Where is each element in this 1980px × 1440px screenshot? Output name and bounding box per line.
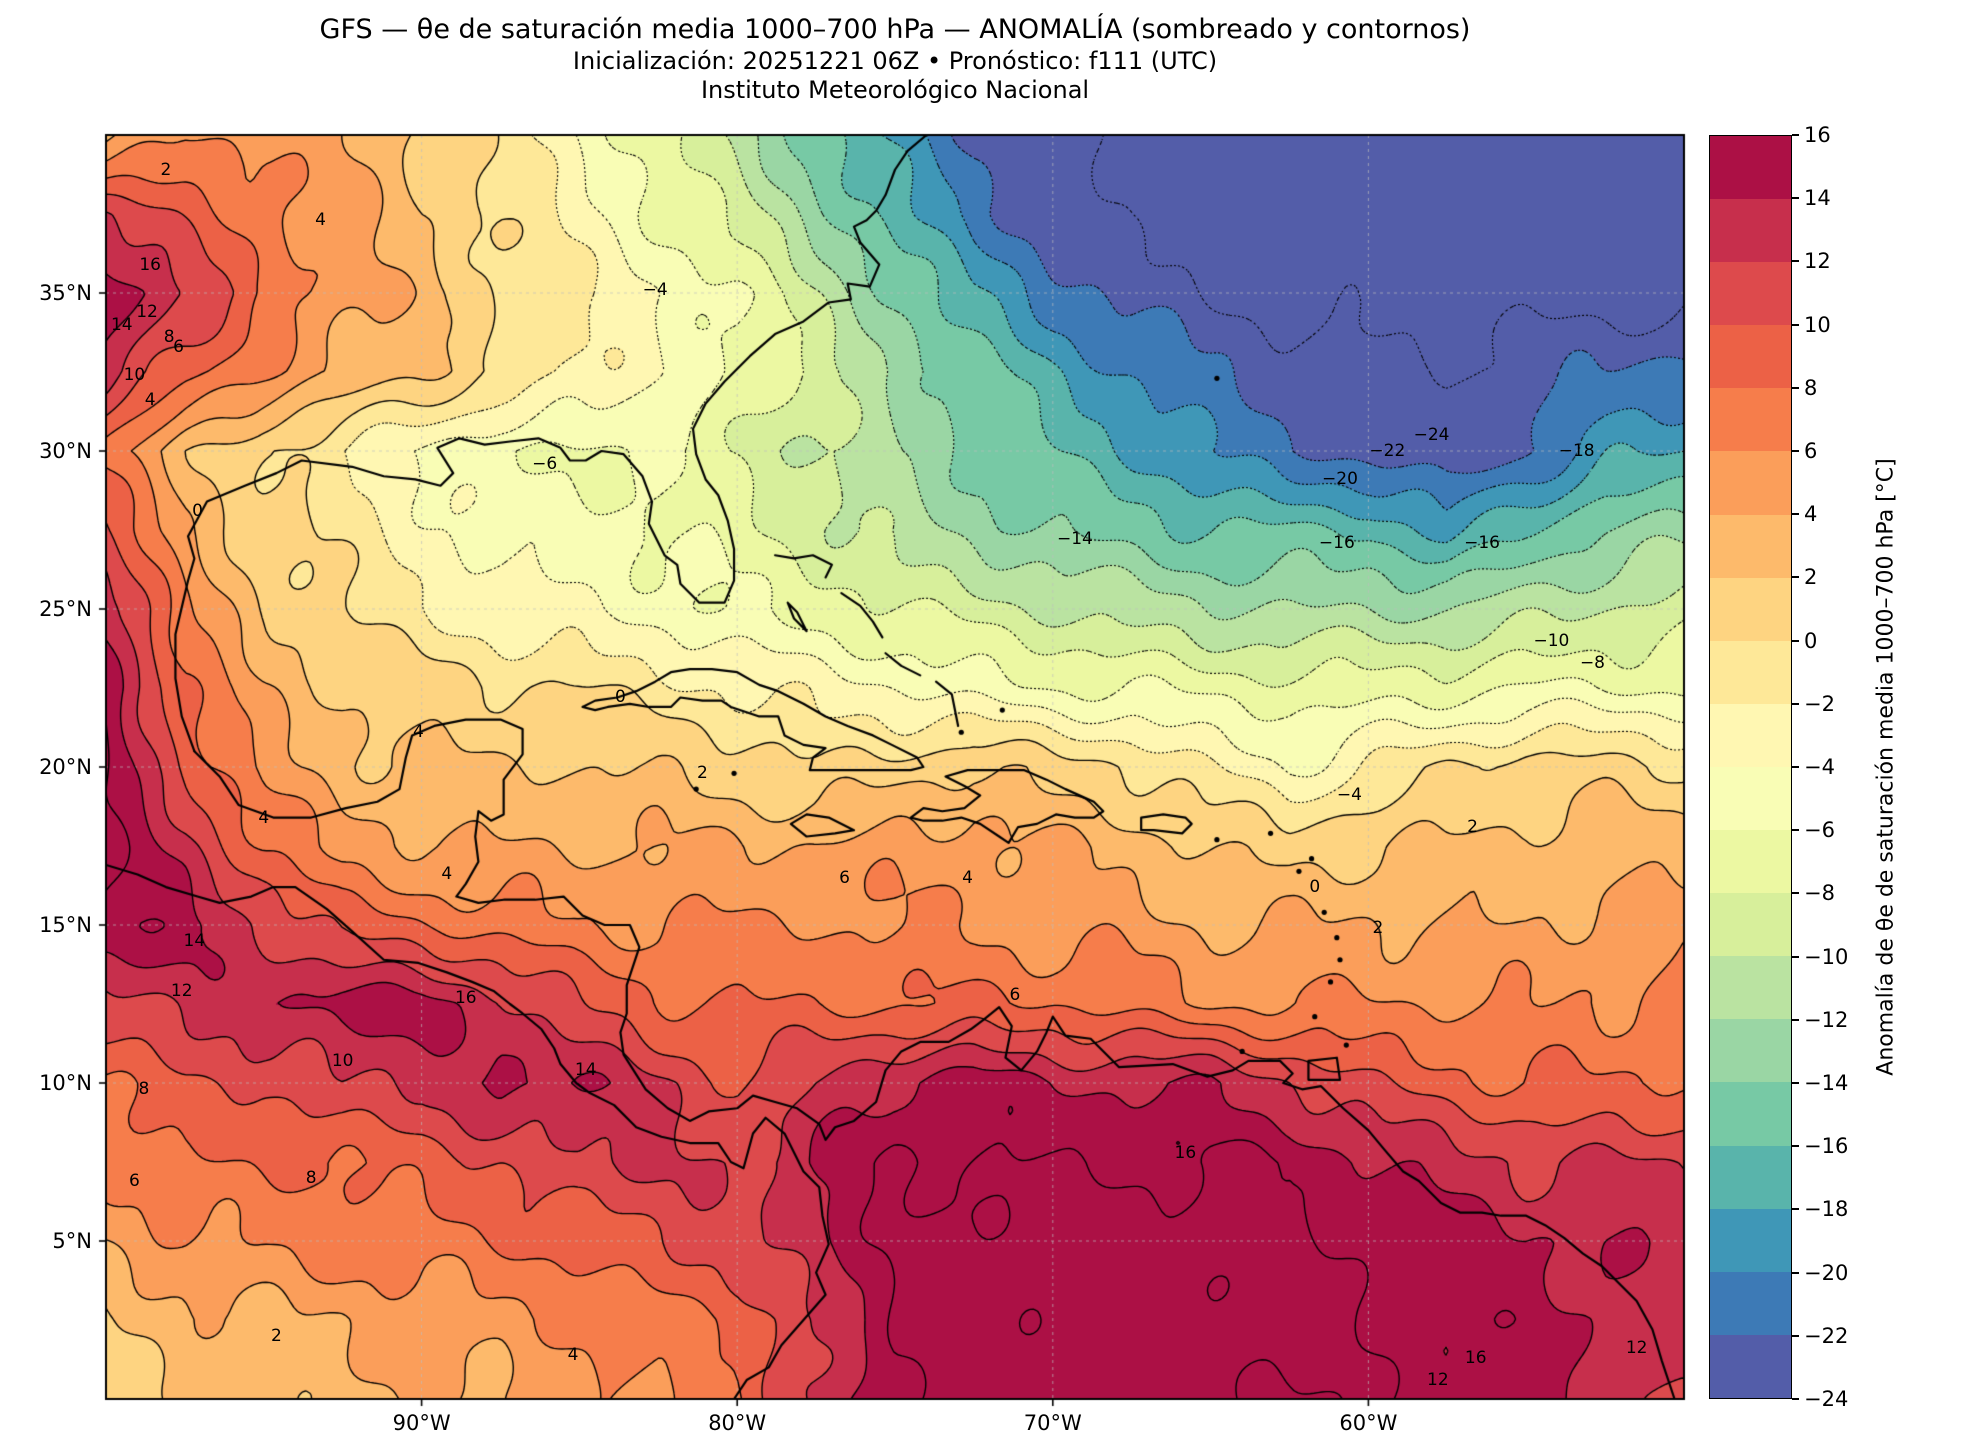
colorbar-segment <box>1710 956 1791 1020</box>
colorbar-tick <box>1792 955 1799 958</box>
colorbar-tick-label: 10 <box>1804 312 1831 337</box>
colorbar-tick <box>1792 260 1799 263</box>
colorbar-segment <box>1710 325 1791 389</box>
colorbar-segment <box>1710 1082 1791 1146</box>
colorbar-tick-label: 6 <box>1804 439 1818 463</box>
colorbar-tick-label: −8 <box>1804 881 1835 906</box>
colorbar-tick-label: −24 <box>1804 1387 1849 1411</box>
colorbar-tick-label: −12 <box>1804 1007 1849 1032</box>
y-tick-label: 30°N <box>39 439 92 463</box>
colorbar-tick <box>1792 1208 1799 1211</box>
anomaly-map-canvas <box>92 121 1698 1413</box>
colorbar-tick <box>1792 386 1799 389</box>
colorbar-segment <box>1710 451 1791 515</box>
colorbar-tick-label: 0 <box>1804 628 1818 653</box>
colorbar-tick-label: −2 <box>1804 691 1835 716</box>
colorbar-tick <box>1792 1082 1799 1084</box>
colorbar <box>1709 135 1792 1399</box>
y-tick-label: 25°N <box>39 597 92 621</box>
colorbar-segment <box>1710 262 1791 326</box>
y-tick-label: 5°N <box>52 1229 92 1253</box>
colorbar-tick <box>1792 576 1799 579</box>
colorbar-tick-label: −4 <box>1804 755 1835 779</box>
colorbar-tick-label: −20 <box>1804 1260 1849 1285</box>
colorbar-tick-label: −10 <box>1804 944 1849 969</box>
colorbar-segment <box>1710 830 1791 894</box>
colorbar-segment <box>1710 893 1791 957</box>
colorbar-segment <box>1710 1208 1791 1272</box>
colorbar-segment <box>1710 577 1791 641</box>
colorbar-tick-label: −16 <box>1804 1134 1849 1159</box>
colorbar-tick-label: −14 <box>1804 1071 1849 1095</box>
x-tick-label: 70°W <box>1023 1411 1082 1435</box>
colorbar-segment <box>1710 1019 1791 1083</box>
colorbar-tick <box>1792 702 1799 705</box>
x-tick-label: 90°W <box>392 1411 451 1435</box>
colorbar-tick <box>1792 1398 1799 1400</box>
chart-institution: Instituto Meteorológico Nacional <box>700 76 1090 105</box>
chart-header: GFS — θe de saturación media 1000–700 hP… <box>106 14 1684 105</box>
x-tick-label: 80°W <box>708 1411 767 1435</box>
colorbar-tick <box>1792 892 1799 895</box>
colorbar-tick-label: −18 <box>1804 1197 1849 1222</box>
colorbar-segment <box>1710 1334 1791 1398</box>
chart-subtitle: Inicialización: 20251221 06Z • Pronóstic… <box>572 46 1218 75</box>
x-tick-label: 60°W <box>1339 1411 1398 1435</box>
colorbar-tick-label: 8 <box>1804 375 1818 400</box>
colorbar-tick <box>1792 450 1799 452</box>
y-tick-label: 20°N <box>39 755 92 779</box>
colorbar-tick <box>1792 323 1799 326</box>
colorbar-tick-label: 2 <box>1804 565 1818 590</box>
chart-title: GFS — θe de saturación media 1000–700 hP… <box>319 14 1471 45</box>
colorbar-segment <box>1710 1271 1791 1335</box>
colorbar-segment <box>1710 199 1791 263</box>
colorbar-tick <box>1792 639 1799 642</box>
colorbar-label: Anomalía de θe de saturación media 1000–… <box>1873 458 1899 1076</box>
colorbar-tick <box>1792 1018 1799 1021</box>
colorbar-tick <box>1792 513 1799 516</box>
colorbar-tick-label: −22 <box>1804 1323 1849 1348</box>
colorbar-segment <box>1710 703 1791 767</box>
colorbar-tick-label: 4 <box>1804 502 1818 527</box>
colorbar-segment <box>1710 388 1791 452</box>
colorbar-tick <box>1792 1334 1799 1337</box>
colorbar-tick <box>1792 134 1799 136</box>
colorbar-tick-label: 16 <box>1804 123 1831 147</box>
colorbar-tick <box>1792 1145 1799 1148</box>
colorbar-tick-label: −6 <box>1804 818 1835 843</box>
colorbar-segment <box>1710 514 1791 578</box>
y-tick-label: 35°N <box>39 281 92 305</box>
colorbar-segment <box>1710 136 1791 200</box>
colorbar-tick <box>1792 1271 1799 1274</box>
colorbar-tick <box>1792 766 1799 768</box>
colorbar-tick <box>1792 197 1799 200</box>
y-tick-label: 10°N <box>39 1071 92 1095</box>
colorbar-tick-label: 14 <box>1804 186 1831 211</box>
colorbar-segment <box>1710 1145 1791 1209</box>
colorbar-segment <box>1710 640 1791 704</box>
colorbar-tick-label: 12 <box>1804 249 1831 274</box>
colorbar-segment <box>1710 766 1791 831</box>
colorbar-tick <box>1792 829 1799 832</box>
y-tick-label: 15°N <box>39 913 92 937</box>
